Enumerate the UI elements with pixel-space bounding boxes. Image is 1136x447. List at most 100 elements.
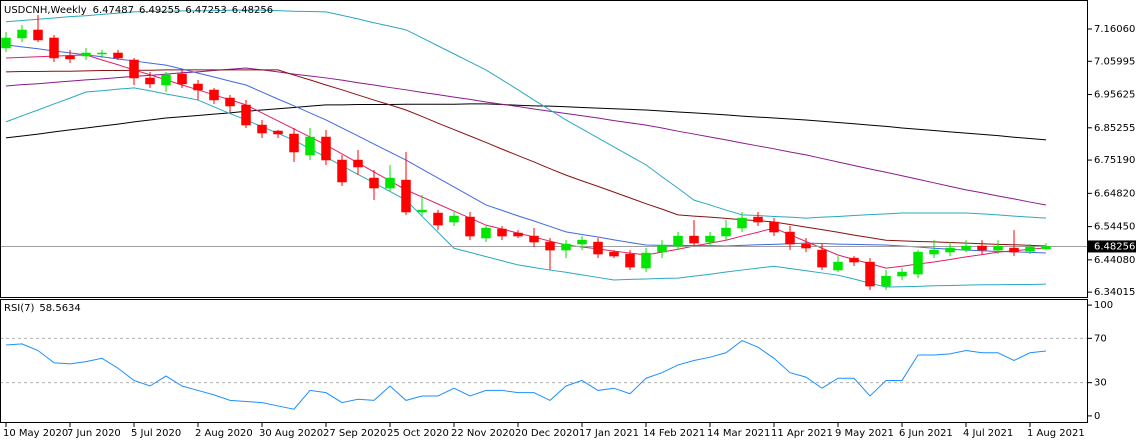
x-tick-label: 27 Sep 2020 bbox=[323, 428, 386, 439]
candle-body bbox=[449, 215, 459, 223]
candle-body bbox=[673, 235, 683, 247]
candle-body bbox=[897, 271, 907, 277]
candle-body bbox=[17, 29, 27, 39]
candle-body bbox=[865, 261, 875, 287]
candle-body bbox=[33, 29, 43, 41]
candle-body bbox=[1009, 247, 1019, 253]
candle-body bbox=[881, 275, 891, 287]
candle-body bbox=[657, 244, 667, 253]
x-tick-label: 14 Mar 2021 bbox=[707, 428, 770, 439]
candle-body bbox=[385, 177, 395, 189]
x-tick-label: 2 Aug 2020 bbox=[195, 428, 253, 439]
x-tick-label: 30 Aug 2020 bbox=[259, 428, 323, 439]
x-tick-label: 6 Jun 2021 bbox=[899, 428, 953, 439]
candle-body bbox=[273, 130, 283, 135]
x-tick-label: 7 Jun 2020 bbox=[67, 428, 121, 439]
candle-body bbox=[705, 235, 715, 243]
y-tick-label: 6.95625 bbox=[1094, 90, 1135, 101]
candle-body bbox=[81, 52, 91, 57]
candle-body bbox=[209, 89, 219, 101]
candle-body bbox=[577, 239, 587, 245]
candle-body bbox=[513, 232, 523, 237]
candle-body bbox=[593, 241, 603, 255]
indicator-line bbox=[5, 103, 1047, 141]
candle-body bbox=[145, 77, 155, 85]
candle-body bbox=[945, 247, 955, 253]
candle-body bbox=[257, 124, 267, 134]
x-tick-label: 10 May 2020 bbox=[3, 428, 68, 439]
rsi-panel bbox=[0, 337, 1088, 410]
candle-body bbox=[97, 52, 107, 55]
y-tick-label: 0 bbox=[1094, 411, 1100, 422]
candle-body bbox=[977, 245, 987, 251]
x-tick-label: 17 Jan 2021 bbox=[579, 428, 639, 439]
candle-body bbox=[849, 257, 859, 263]
candle-body bbox=[1041, 246, 1051, 250]
candle-body bbox=[689, 235, 699, 244]
candle-body bbox=[769, 221, 779, 233]
candle-body bbox=[225, 97, 235, 107]
candle-body bbox=[417, 209, 427, 213]
candle-body bbox=[625, 253, 635, 268]
candle-body bbox=[785, 231, 795, 245]
indicator-line bbox=[5, 44, 1047, 254]
candle-body bbox=[353, 159, 363, 168]
candle-body bbox=[177, 73, 187, 85]
y-tick-label: 6.34015 bbox=[1094, 287, 1135, 298]
candle-body bbox=[241, 104, 251, 126]
indicator-line bbox=[5, 69, 1047, 247]
candle-body bbox=[993, 245, 1003, 251]
x-tick-label: 11 Apr 2021 bbox=[771, 428, 833, 439]
x-tick-label: 9 May 2021 bbox=[835, 428, 894, 439]
candle-body bbox=[129, 59, 139, 79]
high-value: 6.49255 bbox=[139, 5, 180, 16]
candle-body bbox=[113, 52, 123, 59]
chart-header: USDCNH,Weekly 6.47487 6.49255 6.47253 6.4825… bbox=[4, 5, 273, 16]
candle-body bbox=[305, 136, 315, 156]
close-value: 6.48256 bbox=[232, 5, 273, 16]
rsi-value: 58.5634 bbox=[39, 303, 80, 314]
axes: 6.48256 7.16060 7.05995 6.95625 6.85255 6.751… bbox=[3, 24, 1136, 439]
x-tick-label: 14 Feb 2021 bbox=[643, 428, 705, 439]
price-panel bbox=[0, 9, 1088, 291]
candle-body bbox=[161, 74, 171, 86]
candle-body bbox=[721, 227, 731, 237]
candle-body bbox=[1, 37, 11, 49]
indicator-line bbox=[5, 67, 1047, 206]
candle-body bbox=[609, 251, 619, 257]
candle-body bbox=[545, 241, 555, 251]
candle-body bbox=[465, 216, 475, 237]
y-tick-label: 6.44080 bbox=[1094, 255, 1135, 266]
x-tick-label: 25 Oct 2020 bbox=[387, 428, 449, 439]
candle-body bbox=[433, 212, 443, 226]
y-tick-label: 7.16060 bbox=[1094, 24, 1135, 35]
candle-body bbox=[321, 136, 331, 161]
candle-body bbox=[369, 177, 379, 189]
chart-title: USDCNH,Weekly bbox=[4, 5, 87, 16]
y-tick-label: 6.85255 bbox=[1094, 123, 1135, 134]
candle-body bbox=[49, 37, 59, 59]
y-tick-label: 6.54450 bbox=[1094, 222, 1135, 233]
y-tick-label: 7.05995 bbox=[1094, 56, 1135, 67]
x-tick-label: 1 Aug 2021 bbox=[1027, 428, 1085, 439]
candle-body bbox=[1025, 246, 1035, 252]
candle-body bbox=[481, 227, 491, 239]
candle-body bbox=[929, 249, 939, 255]
price-frame bbox=[0, 0, 1088, 298]
candle-body bbox=[561, 243, 571, 251]
candle-body bbox=[737, 217, 747, 229]
open-value: 6.47487 bbox=[93, 5, 134, 16]
candle-body bbox=[817, 249, 827, 268]
candle-body bbox=[337, 159, 347, 183]
candle-body bbox=[65, 55, 75, 60]
candle-body bbox=[753, 216, 763, 223]
candle-body bbox=[961, 245, 971, 251]
candle-body bbox=[401, 179, 411, 213]
y-tick-label: 70 bbox=[1094, 333, 1107, 344]
rsi-header: RSI(7) 58.5634 bbox=[4, 303, 81, 314]
low-value: 6.47253 bbox=[185, 5, 226, 16]
candle-body bbox=[497, 228, 507, 237]
indicator-line bbox=[5, 9, 1047, 219]
